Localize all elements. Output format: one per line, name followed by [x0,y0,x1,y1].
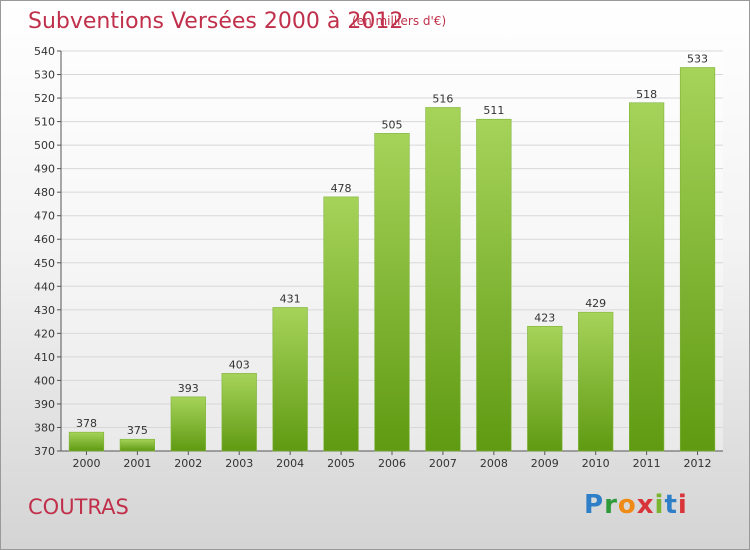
x-tick-label-2011: 2011 [633,457,661,470]
y-tick-label: 540 [34,45,55,58]
axes: 370 380 390 400 410 420 430 440 450 460 470 480 490 5… [34,45,723,458]
y-tick-label: 480 [34,186,55,199]
x-tick-label-2003: 2003 [225,457,253,470]
y-tick-label: 520 [34,92,55,105]
proxiti-logo: Proxiti [584,490,688,520]
y-tick-label: 450 [34,257,55,270]
value-label-2006: 505 [382,118,403,131]
bar-2002 [170,396,206,452]
bar-2011 [629,102,665,452]
value-label-2010: 429 [585,297,606,310]
y-tick-label: 390 [34,398,55,411]
x-tick-label-2010: 2010 [582,457,610,470]
logo-letter: i [654,490,665,520]
x-tick-label-2001: 2001 [123,457,151,470]
y-tick-label: 490 [34,163,55,176]
value-label-2003: 403 [229,358,250,371]
value-label-2008: 511 [483,104,504,117]
value-label-2000: 378 [76,417,97,430]
bar-2004 [272,307,308,452]
value-label-2004: 431 [280,292,301,305]
y-tick-label: 510 [34,116,55,129]
bar-2006 [374,133,410,452]
value-label-2001: 375 [127,424,148,437]
y-tick-label: 370 [34,445,55,458]
x-tick-label-2004: 2004 [276,457,304,470]
y-tick-label: 410 [34,351,55,364]
y-tick-label: 400 [34,374,55,387]
value-label-2009: 423 [534,311,555,324]
bar-2008 [476,118,512,452]
logo-letter: i [677,490,688,520]
bar-2003 [221,373,257,452]
value-label-2002: 393 [178,382,199,395]
x-tick-label-2002: 2002 [174,457,202,470]
city-name: COUTRAS [28,495,129,519]
value-label-2011: 518 [636,88,657,101]
logo-letter: o [617,490,637,520]
y-tick-label: 460 [34,233,55,246]
x-tick-label-2006: 2006 [378,457,406,470]
logo-letter: P [584,490,605,520]
x-tick-label-2000: 2000 [72,457,100,470]
bar-2010 [578,311,614,452]
bar-2012 [679,67,716,452]
bar-2000 [68,431,105,452]
y-tick-label: 380 [34,421,55,434]
value-label-2007: 516 [432,92,453,105]
bar-2005 [323,196,359,452]
x-tick-label-2008: 2008 [480,457,508,470]
x-tick-label-2005: 2005 [327,457,355,470]
bar-2001 [119,438,155,452]
y-tick-label: 430 [34,304,55,317]
x-tick-label-2009: 2009 [531,457,559,470]
y-tick-label: 420 [34,327,55,340]
labels: 378 2000 375 2001 393 2002 403 2003 431 2004 478 20… [72,52,711,470]
logo-letter: t [664,490,678,520]
y-tick-label: 470 [34,210,55,223]
bars [68,67,716,452]
y-tick-label: 440 [34,280,55,293]
chart-title: Subventions Versées 2000 à 2012 [28,9,404,34]
logo-letter: x [636,490,655,520]
x-tick-label-2007: 2007 [429,457,457,470]
logo-letter: r [604,490,618,520]
value-label-2005: 478 [331,182,352,195]
value-label-2012: 533 [687,52,708,65]
y-tick-label: 500 [34,139,55,152]
bar-2007 [425,107,461,452]
chart-unit: (en milliers d'€) [352,14,447,28]
bar-2009 [527,325,563,452]
x-tick-label-2012: 2012 [684,457,712,470]
y-tick-label: 530 [34,69,55,82]
